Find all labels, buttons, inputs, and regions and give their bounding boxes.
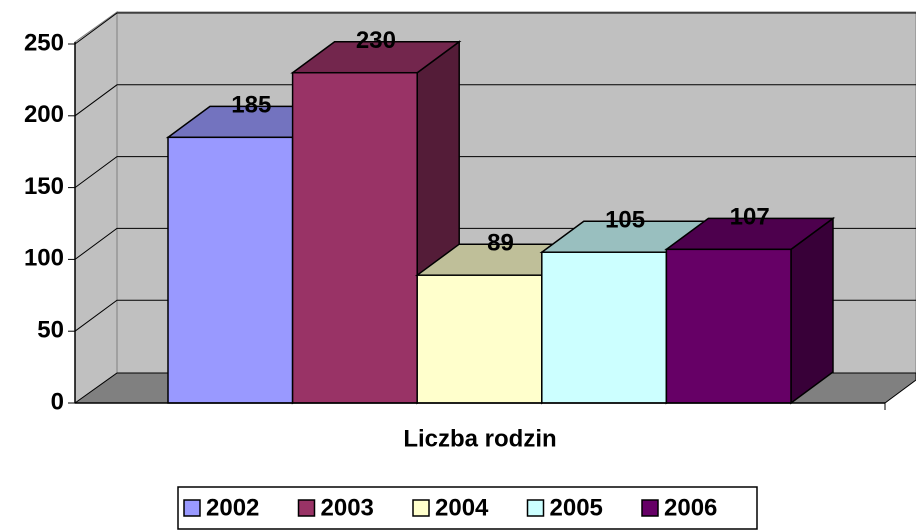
legend-label: 2003 bbox=[321, 494, 374, 521]
bars: 185 230 89 105 107 bbox=[165, 27, 836, 405]
legend-swatch bbox=[526, 499, 545, 517]
value-label: 185 bbox=[231, 92, 271, 119]
grid-line bbox=[74, 156, 916, 189]
bar bbox=[665, 248, 792, 404]
value-label: 230 bbox=[356, 27, 396, 54]
legend-items: 2002 2003 2004 2005 2006 bbox=[183, 494, 717, 521]
legend-swatch bbox=[297, 499, 316, 517]
bar bbox=[541, 251, 668, 404]
legend-label: 2002 bbox=[206, 494, 259, 521]
bar-side bbox=[790, 216, 834, 405]
legend-swatch bbox=[641, 499, 659, 517]
legend-label: 2004 bbox=[435, 494, 489, 521]
bar bbox=[291, 71, 418, 404]
value-label: 89 bbox=[487, 230, 514, 257]
y-tick-label: 100 bbox=[24, 245, 64, 272]
value-label: 105 bbox=[605, 207, 645, 234]
legend bbox=[177, 486, 758, 530]
y-tick-label: 0 bbox=[51, 388, 64, 415]
y-tick-label: 50 bbox=[37, 317, 64, 344]
legend-label: 2006 bbox=[664, 494, 717, 521]
y-tick-label: 250 bbox=[24, 29, 64, 56]
legend-label: 2005 bbox=[550, 494, 603, 521]
value-label: 107 bbox=[730, 204, 770, 231]
side-wall bbox=[74, 11, 118, 404]
grid-line bbox=[74, 12, 916, 45]
x-category-label: Liczba rodzin bbox=[403, 425, 556, 452]
y-tick-label: 200 bbox=[24, 101, 64, 128]
legend-swatch bbox=[412, 499, 430, 517]
bar bbox=[416, 274, 543, 404]
grid-line bbox=[74, 84, 916, 117]
y-tick-label: 150 bbox=[24, 173, 64, 200]
legend-swatch bbox=[183, 499, 201, 517]
bar bbox=[167, 136, 294, 404]
